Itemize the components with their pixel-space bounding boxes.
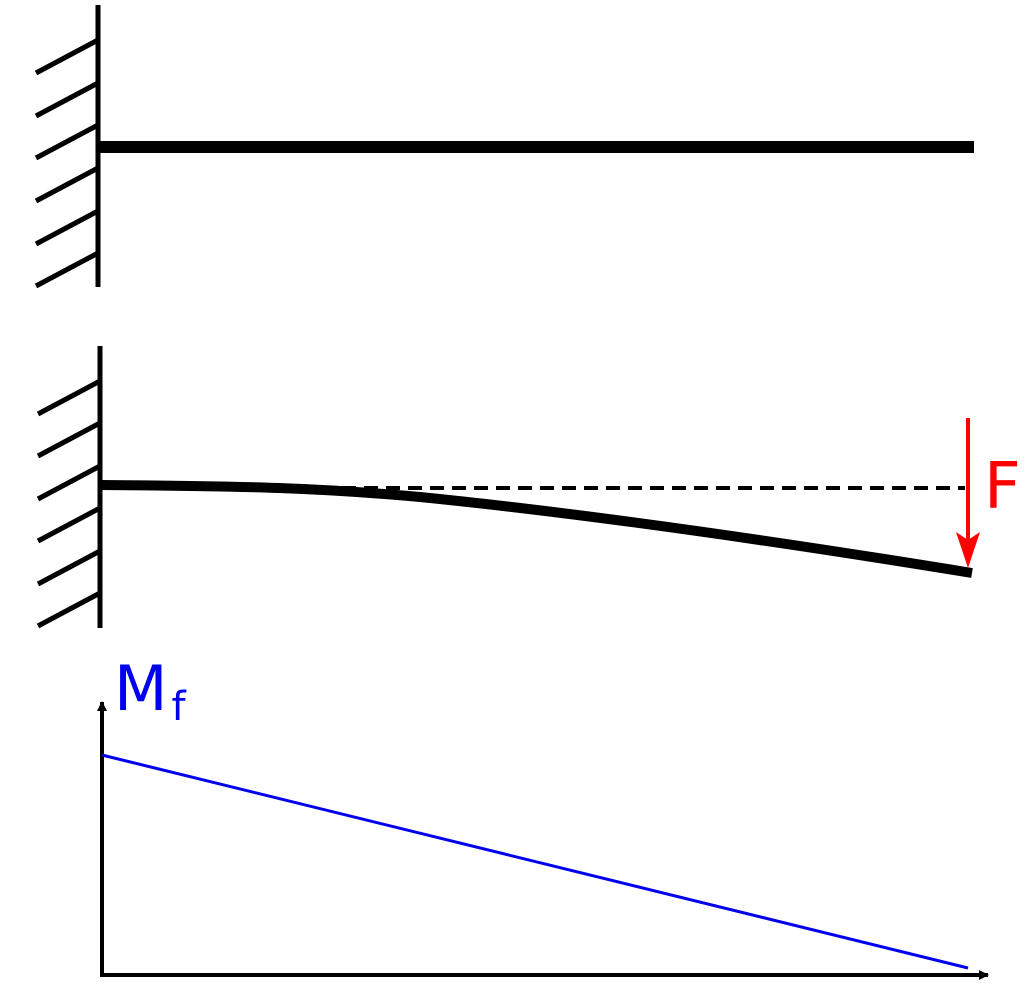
moment-subscript: f [172, 684, 187, 730]
force-label: F [984, 450, 1021, 524]
wall-middle [36, 346, 103, 629]
moment-line [101, 753, 969, 970]
force-arrow [956, 418, 980, 568]
moment-symbol: M [114, 652, 168, 725]
beam-deflected [99, 480, 973, 578]
wall-top [34, 5, 101, 289]
